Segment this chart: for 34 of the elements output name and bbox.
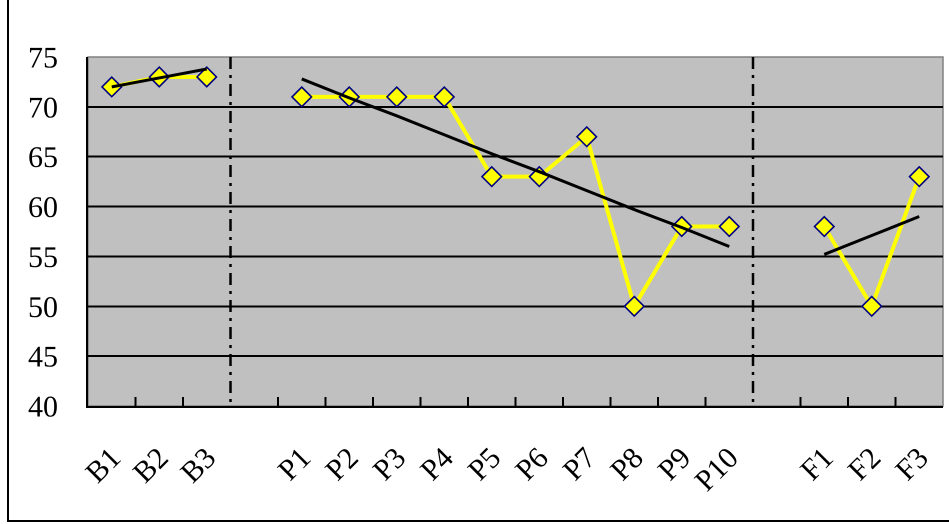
- x-tick-label: B2: [126, 441, 175, 490]
- y-tick-label: 45: [28, 340, 58, 374]
- x-tick-label: P10: [688, 441, 745, 498]
- point: [861, 296, 882, 317]
- point: [196, 66, 218, 88]
- point: [624, 296, 645, 317]
- point: [814, 216, 835, 238]
- point: [481, 166, 502, 188]
- y-tick-label: 50: [28, 290, 58, 324]
- point: [434, 86, 455, 108]
- point: [386, 86, 408, 108]
- y-tick-label: 60: [28, 191, 58, 224]
- point: [576, 126, 598, 148]
- point: [291, 86, 312, 108]
- x-tick-label: B1: [79, 441, 128, 490]
- y-tick-label: 70: [28, 91, 58, 124]
- x-tick-label: P8: [604, 441, 650, 487]
- x-tick-label: F3: [889, 441, 935, 487]
- x-tick-label: P2: [319, 441, 365, 487]
- y-tick-label: 65: [28, 141, 58, 174]
- x-tick-label: P4: [414, 441, 460, 487]
- x-tick-label: F1: [794, 441, 840, 487]
- x-tick-label: P3: [366, 441, 412, 487]
- x-tick-label: P1: [272, 441, 318, 487]
- point: [718, 216, 740, 238]
- x-tick-label: P7: [556, 441, 602, 487]
- x-tick-label: P6: [509, 441, 555, 487]
- x-tick-label: P5: [462, 441, 508, 487]
- y-tick-label: 55: [28, 240, 58, 274]
- x-tick-label: B3: [174, 441, 222, 490]
- y-tick-label: 75: [28, 42, 58, 74]
- x-tick-label: F2: [842, 441, 888, 487]
- point: [908, 166, 930, 188]
- y-tick-label: 40: [28, 390, 58, 424]
